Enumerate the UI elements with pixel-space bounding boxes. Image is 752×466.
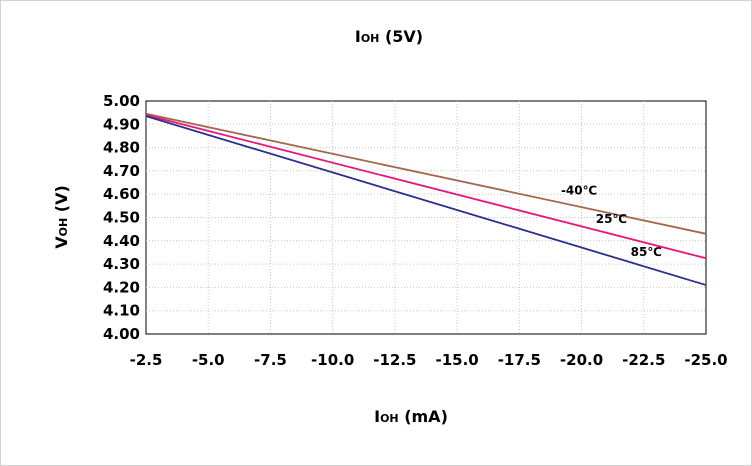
y-tick-label: 4.20 (103, 278, 140, 296)
y-axis-label: VOH (V) (52, 185, 71, 249)
y-tick-label: 4.40 (103, 232, 140, 250)
x-tick-label: -12.5 (373, 351, 416, 369)
x-tick-labels: -2.5 -5.0 -7.5 -10.0 -12.5 -15.0 -17.5 -20.0 -22… (130, 351, 728, 369)
x-tick-label: -10.0 (311, 351, 354, 369)
y-tick-label: 4.90 (103, 115, 140, 133)
y-tick-label: 4.80 (103, 139, 140, 157)
y-tick-label: 4.70 (103, 162, 140, 180)
y-tick-label: 4.50 (103, 209, 140, 227)
series-line (145, 112, 707, 235)
x-tick-label: -17.5 (498, 351, 541, 369)
x-tick-label: -7.5 (254, 351, 287, 369)
series-line (145, 115, 707, 286)
x-tick-label: -5.0 (192, 351, 225, 369)
x-tick-label: -22.5 (622, 351, 665, 369)
series-label: -40℃ (561, 184, 597, 198)
y-tick-label: 4.10 (103, 302, 140, 320)
y-tick-labels: 4.00 4.10 4.20 4.30 4.40 4.50 4.60 4.70 4.80 4.90… (103, 92, 140, 343)
series-label: 85℃ (631, 245, 662, 259)
y-tick-label: 5.00 (103, 92, 140, 110)
x-axis-label: IOH (mA) (374, 407, 448, 426)
series-labels: -40℃ 25℃ 85℃ (561, 184, 662, 259)
series-line (145, 114, 707, 260)
series-group (145, 112, 707, 286)
x-tick-label: -20.0 (560, 351, 603, 369)
y-tick-label: 4.30 (103, 255, 140, 273)
x-tick-label: -2.5 (130, 351, 163, 369)
y-tick-label: 4.60 (103, 185, 140, 203)
y-tick-label: 4.00 (103, 325, 140, 343)
series-label: 25℃ (596, 212, 627, 226)
x-tick-label: -15.0 (435, 351, 478, 369)
x-tick-label: -25.0 (684, 351, 727, 369)
chart-title: IOH (5V) (355, 27, 423, 46)
grid-lines (146, 101, 706, 334)
